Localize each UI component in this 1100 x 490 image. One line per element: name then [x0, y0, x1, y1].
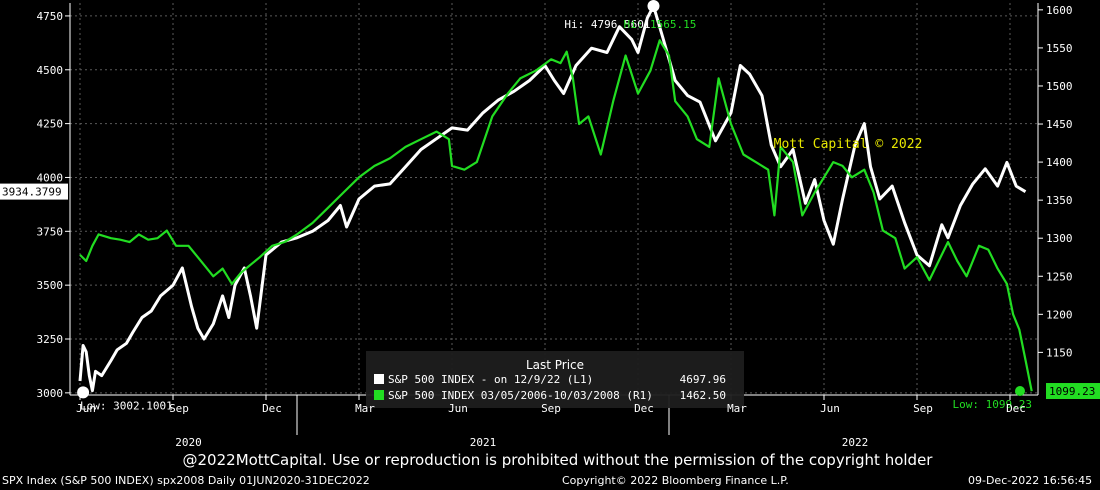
current-left-box [0, 183, 68, 200]
left-tick-label: 3250 [37, 333, 64, 346]
left-tick-label: 3000 [37, 387, 64, 400]
legend-title: Last Price [526, 358, 584, 372]
left-tick-label: 3500 [37, 279, 64, 292]
watermark-text: Mott Capital © 2022 [774, 137, 923, 152]
copyright-notice: @2022MottCapital. Use or reproduction is… [182, 451, 933, 469]
footer-right-text: 09-Dec-2022 16:56:45 [968, 474, 1093, 487]
x-tick-label: Sep [913, 402, 933, 415]
right-tick-label: 1600 [1046, 4, 1073, 17]
right-tick-label: 1350 [1046, 194, 1073, 207]
series-line-white [78, 4, 1027, 393]
left-tick-label: 3750 [37, 225, 64, 238]
x-tick-label: Sep [169, 402, 189, 415]
x-tick-label: Sep [541, 402, 561, 415]
footer-bar: SPX Index (S&P 500 INDEX) spx2008 Daily … [0, 472, 1100, 490]
x-tick-label: Jun [820, 402, 840, 415]
right-tick-label: 1400 [1046, 156, 1073, 169]
right-tick-label: 1550 [1046, 42, 1073, 55]
legend-box [366, 351, 744, 408]
right-tick-label: 1150 [1046, 346, 1073, 359]
current-right-box [1046, 383, 1100, 400]
hi-label-white: Hi: 4796.5601 [564, 18, 650, 31]
grid-lines [70, 3, 1038, 395]
low-label-green: Low: 1099.23 [953, 398, 1032, 411]
current-left-value: 3934.3799 [2, 186, 62, 199]
legend-swatch [374, 374, 384, 384]
low-marker-white [77, 386, 90, 399]
right-tick-label: 1300 [1046, 232, 1073, 245]
x-tick-label: Jun [448, 402, 468, 415]
year-label: 2022 [842, 436, 869, 449]
legend-entry-value: 1462.50 [680, 389, 726, 402]
year-label: 2020 [175, 436, 202, 449]
x-tick-label: Dec [262, 402, 282, 415]
x-tick-label: Jun [76, 402, 96, 415]
right-tick-label: 1250 [1046, 270, 1073, 283]
hi-label-green: Hi: 1565.15 [624, 18, 697, 31]
left-tick-label: 4500 [37, 64, 64, 77]
left-tick-label: 4250 [37, 118, 64, 131]
left-tick-label: 4000 [37, 171, 64, 184]
x-tick-label: Mar [727, 402, 747, 415]
series-line-green [79, 39, 1033, 392]
footer-center-text: Copyright© 2022 Bloomberg Finance L.P. [562, 474, 789, 487]
legend-entry-value: 4697.96 [680, 373, 726, 386]
legend-swatch [374, 390, 384, 400]
tick-labels: 3000 3250 3500 3750 4000 4250 4500 4750 1150 1200… [37, 4, 1073, 449]
right-tick-label: 1200 [1046, 308, 1073, 321]
right-tick-label: 1500 [1046, 80, 1073, 93]
legend-entry-label: S&P 500 INDEX 03/05/2006-10/03/2008 (R1) [388, 389, 653, 402]
x-tick-label: Dec [1006, 402, 1026, 415]
year-label: 2021 [470, 436, 497, 449]
current-right-value: 1099.23 [1049, 385, 1095, 398]
x-tick-label: Mar [355, 402, 375, 415]
low-marker-green [1015, 386, 1025, 397]
right-tick-label: 1450 [1046, 118, 1073, 131]
legend-entry-label: S&P 500 INDEX - on 12/9/22 (L1) [388, 373, 593, 386]
x-tick-label: Dec [634, 402, 654, 415]
hi-marker [647, 0, 660, 13]
footer-left-text: SPX Index (S&P 500 INDEX) spx2008 Daily … [2, 474, 370, 487]
low-label-white: Low: 3002.1001 [80, 399, 173, 412]
left-tick-label: 4750 [37, 10, 64, 23]
series-lines [78, 4, 1033, 393]
